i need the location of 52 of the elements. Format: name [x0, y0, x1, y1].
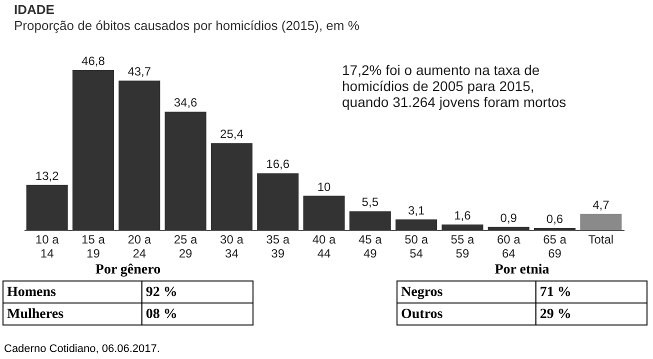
data-label: 3,1 — [408, 203, 425, 218]
x-tick-label: 65 a 69 — [543, 232, 567, 260]
bar — [210, 143, 252, 230]
text: 29 % — [540, 307, 572, 322]
data-label: 16,6 — [266, 157, 290, 172]
x-tick-label: 60 a 64 — [496, 232, 521, 260]
bar — [257, 173, 299, 230]
text: 92 % — [146, 285, 178, 300]
text: 71 % — [540, 285, 572, 300]
bar — [349, 211, 391, 230]
category-label: Mulheres — [7, 307, 64, 322]
bar — [488, 226, 530, 230]
x-tick-label: 40 a 44 — [312, 232, 336, 260]
bar — [118, 80, 160, 230]
data-label: 0,9 — [500, 210, 518, 225]
text: Por gênero — [95, 262, 161, 278]
bar — [72, 70, 114, 230]
x-tick-label: 45 a 49 — [358, 232, 382, 260]
data-label: 10 — [317, 180, 331, 194]
category-label: Homens — [7, 285, 57, 300]
x-tick-label: 30 a 34 — [220, 232, 244, 260]
data-label: 43,7 — [128, 64, 152, 79]
data-label: 0,6 — [546, 212, 564, 226]
chart-title: IDADE — [14, 2, 55, 17]
bar — [26, 184, 68, 230]
bar — [303, 196, 345, 230]
x-tick-label: 55 a 59 — [450, 232, 474, 260]
category-label: Negros — [401, 285, 444, 300]
bar — [442, 224, 484, 230]
x-tick-label: 25 a 29 — [174, 232, 198, 260]
data-label: 25,4 — [220, 127, 244, 142]
data-label: 4,7 — [592, 198, 610, 212]
text: 08 % — [146, 307, 178, 322]
data-label: 13,2 — [35, 168, 60, 183]
data-label: 34,6 — [174, 96, 198, 110]
data-label: 1,6 — [454, 208, 472, 223]
x-tick-label: Total — [588, 232, 614, 246]
bar — [396, 219, 438, 230]
x-tick-label: 10 a 14 — [35, 232, 60, 260]
x-tick-label: 15 a 19 — [82, 232, 106, 260]
bar — [580, 214, 622, 230]
x-tick-label: 50 a 54 — [404, 232, 428, 260]
x-tick-label: 20 a 24 — [128, 232, 152, 260]
data-label: 5,5 — [362, 195, 379, 210]
annotation: 17,2% foi o aumento na taxa de homicídios de 2005 para 2015, quando 31.264 jovens foram mortos — [342, 62, 566, 110]
bar — [164, 112, 206, 230]
data-label: 46,8 — [82, 54, 106, 68]
text: Caderno Cotidiano, 06.06.2017. — [4, 343, 160, 355]
text: Por etnia — [494, 262, 550, 278]
category-label: Outros — [401, 307, 444, 322]
chart-subtitle: Proporção de óbitos causados por homicídios (2015), em % — [14, 18, 360, 33]
x-tick-label: 35 a 39 — [266, 232, 290, 260]
